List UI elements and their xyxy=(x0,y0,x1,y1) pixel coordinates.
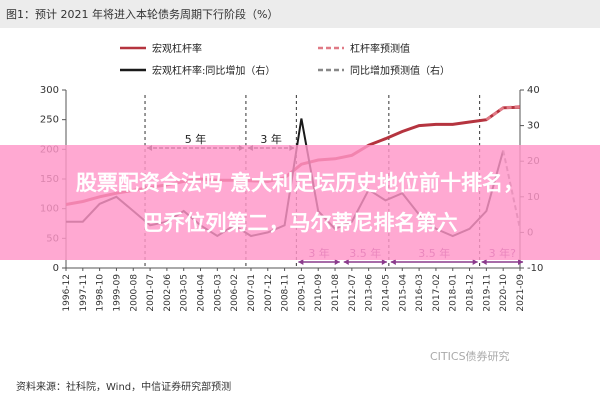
x-tick-label: 2010-09 xyxy=(314,274,324,312)
x-tick-label: 2005-03 xyxy=(213,274,223,312)
arrow-head-left xyxy=(343,259,349,265)
overlay-line-1: 股票配资合法吗 意大利足坛历史地位前十排名， xyxy=(75,171,525,195)
figure-title: 图1：预计 2021 年将进入本轮债务周期下行阶段（%） xyxy=(6,8,279,21)
x-tick-label: 1999-09 xyxy=(112,274,122,312)
right-tick-label: -10 xyxy=(527,263,543,274)
arrow-head-right xyxy=(334,259,340,265)
arrow-head-right xyxy=(472,259,478,265)
x-tick-label: 1997-11 xyxy=(79,274,89,312)
x-tick-label: 2004-04 xyxy=(197,274,207,312)
x-tick-label: 2020-10 xyxy=(499,274,509,312)
arrow-head-left xyxy=(298,259,304,265)
series-line xyxy=(485,105,521,121)
x-tick-label: 2014-05 xyxy=(381,274,391,312)
period-label: 3 年 xyxy=(260,132,282,146)
watermark: CITICS债券研究 xyxy=(430,350,510,363)
x-tick-label: 2019-11 xyxy=(482,274,492,312)
right-tick-label: 40 xyxy=(527,85,540,96)
legend-label: 杠杆率预测值 xyxy=(350,42,410,55)
x-tick-label: 2006-02 xyxy=(230,274,240,312)
x-tick-label: 2017-02 xyxy=(432,274,442,312)
overlay-banner: 股票配资合法吗 意大利足坛历史地位前十排名， 巴乔位列第二，马尔蒂尼排名第六 xyxy=(0,145,600,260)
arrow-head-left xyxy=(481,259,487,265)
x-tick-label: 2016-03 xyxy=(415,274,425,312)
x-tick-label: 2007-01 xyxy=(247,274,257,312)
x-tick-label: 2008-11 xyxy=(281,274,291,312)
arrow-head-right xyxy=(518,259,524,265)
x-tick-label: 2002-06 xyxy=(163,274,173,312)
x-tick-label: 2015-04 xyxy=(398,274,408,312)
arrow-head-right xyxy=(381,259,387,265)
legend-label: 宏观杠杆率:同比增加（右） xyxy=(152,64,275,77)
right-tick-label: 30 xyxy=(527,121,540,132)
x-tick-label: 2009-10 xyxy=(297,274,307,312)
x-tick-label: 2001-07 xyxy=(146,274,156,312)
x-tick-label: 2012-07 xyxy=(348,274,358,312)
x-tick-label: 2000-08 xyxy=(129,274,139,312)
x-tick-label: 2003-05 xyxy=(180,274,190,312)
overlay-line-2: 巴乔位列第二，马尔蒂尼排名第六 xyxy=(142,211,458,235)
x-tick-label: 2007-12 xyxy=(264,274,274,312)
left-tick-label: 0 xyxy=(53,263,59,274)
legend-label: 宏观杠杆率 xyxy=(152,42,202,55)
left-tick-label: 250 xyxy=(40,115,59,126)
arrow-head-left xyxy=(390,259,396,265)
x-tick-label: 1996-12 xyxy=(62,274,72,312)
x-tick-label: 2018-12 xyxy=(466,274,476,312)
x-tick-label: 2013-06 xyxy=(365,274,375,312)
figure-title-bar: 图1：预计 2021 年将进入本轮债务周期下行阶段（%） xyxy=(0,0,600,28)
period-label: 5 年 xyxy=(185,132,207,146)
x-tick-label: 2011-08 xyxy=(331,274,341,312)
x-tick-label: 2018-01 xyxy=(449,274,459,312)
left-tick-label: 300 xyxy=(40,85,59,96)
x-tick-label: 2021-09 xyxy=(516,274,526,312)
legend-label: 同比增加预测值（右） xyxy=(350,64,450,77)
x-tick-label: 1998-10 xyxy=(96,274,106,312)
source-note: 资料来源：社科院，Wind，中信证券研究部预测 xyxy=(16,382,232,393)
